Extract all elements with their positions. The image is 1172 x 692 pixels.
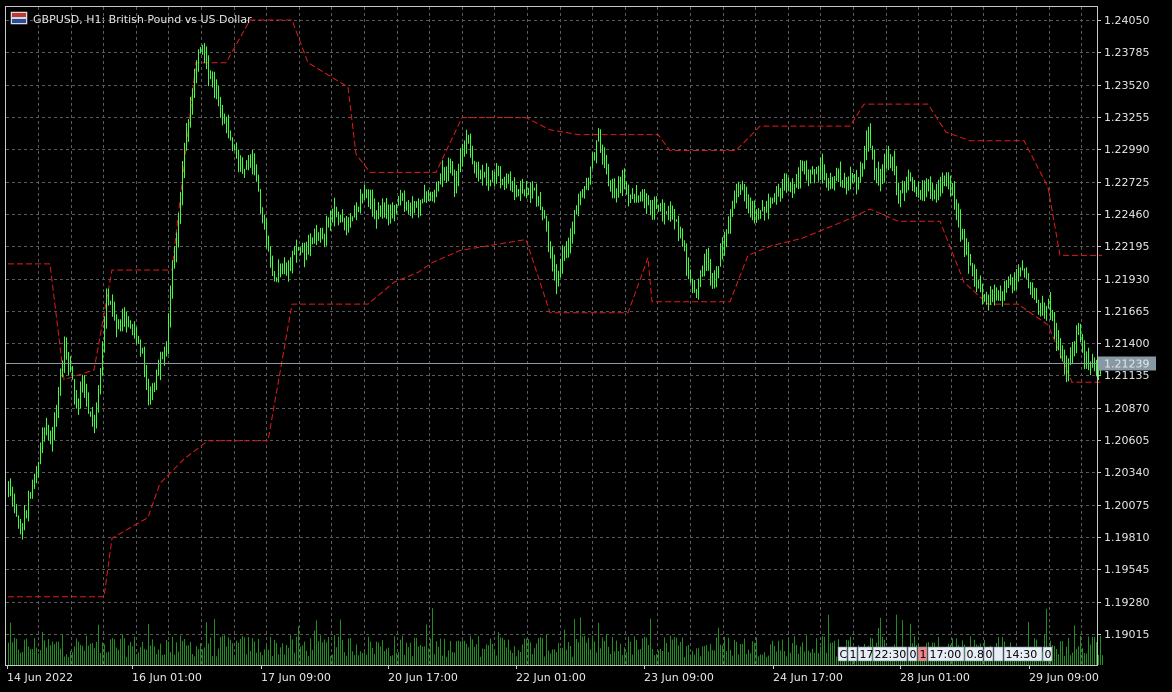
data-window-cell-text: 17:00 — [930, 648, 962, 661]
y-tick-label: 1.20605 — [1104, 434, 1150, 447]
data-window-cell — [1003, 646, 1043, 662]
y-tick-label: 1.22990 — [1104, 143, 1150, 156]
y-tick-label: 1.19810 — [1104, 531, 1150, 544]
y-tick-label: 1.23255 — [1104, 111, 1150, 124]
data-window-cell-text: 1 — [920, 648, 927, 661]
time-axis[interactable]: 14 Jun 2022 16 Jun 01:00 17 Jun 09:00 20 Ju… — [7, 665, 1099, 684]
y-tick-label: 1.21135 — [1104, 369, 1150, 382]
data-window-cell-text: 0 — [986, 648, 993, 661]
y-tick-label: 1.19545 — [1104, 563, 1150, 576]
data-window-cell-text: 0.8 — [967, 648, 985, 661]
x-tick-label: 29 Jun 09:00 — [1029, 671, 1099, 684]
data-window-cell — [964, 646, 984, 662]
data-window-cell — [993, 646, 1004, 662]
chart-title: GBPUSD, H1: British Pound vs US Dollar — [33, 13, 252, 26]
symbol-flag-icon-stripe2 — [12, 19, 26, 23]
x-tick-label: 24 Jun 17:00 — [773, 671, 843, 684]
data-window-cell-text: 0 — [910, 648, 917, 661]
candles — [8, 42, 1103, 540]
y-tick-label: 1.23785 — [1104, 46, 1150, 59]
y-tick-label: 1.22195 — [1104, 240, 1150, 253]
plot-frame — [5, 6, 1098, 666]
data-window-cell — [927, 646, 965, 662]
data-window-cell — [857, 646, 873, 662]
data-window-cell — [917, 646, 928, 662]
x-tick-label: 20 Jun 17:00 — [388, 671, 458, 684]
y-tick-label: 1.20870 — [1104, 402, 1150, 415]
x-tick-label: 22 Jun 01:00 — [516, 671, 586, 684]
y-tick-label: 1.21400 — [1104, 337, 1150, 350]
data-window-cell-text: 22:30 — [875, 648, 907, 661]
data-window-cell — [907, 646, 918, 662]
x-tick-label: 14 Jun 2022 — [7, 671, 73, 684]
grid — [6, 7, 1097, 665]
y-tick-label: 1.22725 — [1104, 176, 1150, 189]
data-window-cell — [872, 646, 908, 662]
x-tick-label: 17 Jun 09:00 — [261, 671, 331, 684]
y-tick-label: 1.24050 — [1104, 14, 1150, 27]
x-tick-label: 23 Jun 09:00 — [644, 671, 714, 684]
data-window-cell-text: 0 — [1045, 648, 1052, 661]
data-window-strip: C 1 17:22:30 0 1 17:00 0.8 0 14:30 0 — [837, 646, 1053, 662]
data-window-cell — [847, 646, 858, 662]
price-channel — [8, 19, 1102, 598]
x-tick-label: 28 Jun 01:00 — [900, 671, 970, 684]
y-tick-label: 1.19280 — [1104, 596, 1150, 609]
symbol-flag-icon-stripe — [12, 13, 26, 17]
y-tick-label: 1.21930 — [1104, 273, 1150, 286]
data-window-cell — [983, 646, 994, 662]
data-window-cell — [837, 646, 848, 662]
data-window-cell-text: 14:30 — [1006, 648, 1038, 661]
y-tick-label: 1.20075 — [1104, 499, 1150, 512]
chart-header: GBPUSD, H1: British Pound vs US Dollar — [10, 11, 252, 26]
current-price-label: 1.21239 — [1104, 358, 1150, 371]
y-tick-label: 1.21665 — [1104, 305, 1150, 318]
y-tick-label: 1.22460 — [1104, 208, 1150, 221]
current-price-tag — [1098, 356, 1156, 371]
y-tick-label: 1.23520 — [1104, 79, 1150, 92]
price-axis[interactable]: 1.24050 1.23785 1.23520 1.23255 1.22990 1.227… — [1097, 14, 1156, 641]
channel-lower-line — [8, 208, 1102, 598]
x-tick-label: 16 Jun 01:00 — [132, 671, 202, 684]
y-tick-label: 1.20340 — [1104, 466, 1150, 479]
data-window-cell-text: C — [840, 648, 848, 661]
data-window-cell — [1042, 646, 1053, 662]
y-tick-label: 1.19015 — [1104, 628, 1150, 641]
data-window-cell-text: 1 — [850, 648, 857, 661]
